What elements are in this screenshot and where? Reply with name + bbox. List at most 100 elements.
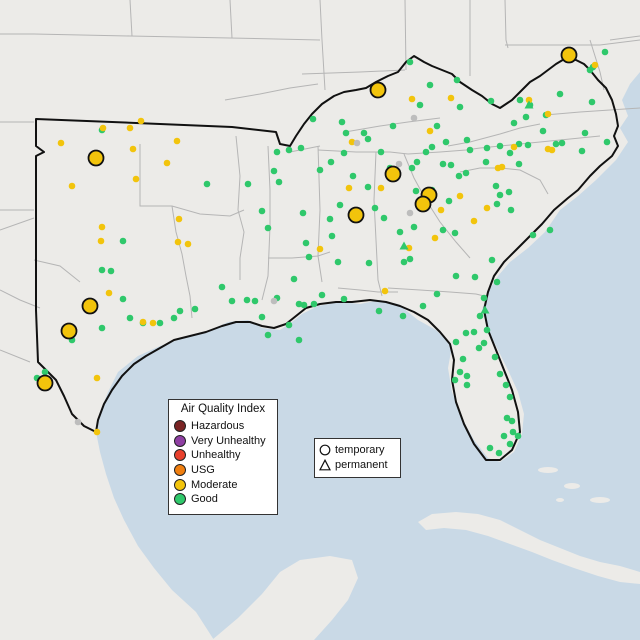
site-marker: [496, 142, 504, 150]
site-marker: [170, 314, 178, 322]
site-marker: [410, 114, 418, 122]
temporary-site-marker: [384, 165, 402, 183]
site-marker: [439, 226, 447, 234]
permanent-site-marker: [399, 241, 409, 250]
site-marker: [500, 432, 508, 440]
bahamas: [538, 467, 610, 503]
site-marker: [342, 129, 350, 137]
site-marker: [442, 138, 450, 146]
good-sites: [33, 48, 611, 457]
site-marker: [456, 368, 464, 376]
site-marker: [588, 98, 596, 106]
site-marker: [493, 278, 501, 286]
site-marker: [525, 96, 533, 104]
site-marker: [447, 94, 455, 102]
site-marker: [503, 414, 511, 422]
site-marker: [300, 301, 308, 309]
site-marker: [578, 147, 586, 155]
site-marker: [416, 101, 424, 109]
site-marker: [365, 259, 373, 267]
site-marker: [326, 215, 334, 223]
site-marker: [299, 209, 307, 217]
site-marker: [98, 266, 106, 274]
site-marker: [405, 244, 413, 252]
site-marker: [338, 118, 346, 126]
site-marker: [408, 164, 416, 172]
legend-label: Hazardous: [191, 420, 245, 433]
site-marker: [93, 428, 101, 436]
site-marker: [399, 312, 407, 320]
site-marker: [506, 149, 514, 157]
site-marker: [218, 283, 226, 291]
site-marker: [328, 232, 336, 240]
legend-item-good: Good: [169, 492, 277, 507]
site-marker: [539, 127, 547, 135]
site-marker: [345, 184, 353, 192]
site-marker: [439, 160, 447, 168]
site-marker: [483, 326, 491, 334]
triangle-outline-icon: [319, 458, 331, 470]
site-marker: [99, 124, 107, 132]
site-marker: [389, 122, 397, 130]
site-marker: [97, 237, 105, 245]
site-marker: [191, 305, 199, 313]
unhealthy-swatch-icon: [174, 449, 186, 462]
site-marker: [119, 295, 127, 303]
legend-item-unhealthy: Unhealthy: [169, 448, 277, 463]
site-marker: [462, 329, 470, 337]
site-marker: [410, 223, 418, 231]
site-marker: [433, 290, 441, 298]
site-marker: [203, 180, 211, 188]
site-marker: [505, 188, 513, 196]
legend-item-moderate: Moderate: [169, 477, 277, 492]
temporary-site-marker: [347, 206, 365, 224]
site-marker: [400, 258, 408, 266]
site-marker: [419, 302, 427, 310]
site-marker: [98, 223, 106, 231]
site-marker: [340, 149, 348, 157]
site-marker: [98, 324, 106, 332]
site-marker: [506, 393, 514, 401]
site-marker: [452, 272, 460, 280]
site-marker: [492, 182, 500, 190]
temporary-site-marker: [560, 46, 578, 64]
site-marker: [41, 368, 49, 376]
site-marker: [316, 166, 324, 174]
site-marker: [524, 141, 532, 149]
site-marker: [302, 239, 310, 247]
site-marker: [273, 148, 281, 156]
site-marker: [445, 197, 453, 205]
site-marker: [228, 297, 236, 305]
site-marker: [395, 160, 403, 168]
site-marker: [487, 97, 495, 105]
legend-label: Unhealthy: [191, 449, 241, 462]
temporary-site-marker: [414, 195, 432, 213]
site-marker: [476, 312, 484, 320]
permanent-site-marker: [524, 100, 534, 109]
site-marker: [364, 135, 372, 143]
site-marker: [105, 289, 113, 297]
site-marker: [285, 321, 293, 329]
site-marker: [506, 440, 514, 448]
site-marker: [353, 139, 361, 147]
site-marker: [491, 353, 499, 361]
site-marker: [515, 160, 523, 168]
site-marker: [496, 191, 504, 199]
temporary-site-marker: [60, 322, 78, 340]
permanent-site-marker: [480, 305, 490, 314]
site-marker: [546, 226, 554, 234]
site-marker: [270, 297, 278, 305]
site-marker: [422, 148, 430, 156]
site-marker: [483, 204, 491, 212]
site-marker: [348, 138, 356, 146]
site-marker: [74, 418, 82, 426]
site-marker: [463, 381, 471, 389]
legend-label: Very Unhealthy: [191, 434, 266, 447]
site-marker: [509, 428, 517, 436]
site-marker: [406, 58, 414, 66]
site-marker: [305, 253, 313, 261]
site-marker: [264, 331, 272, 339]
site-marker: [149, 319, 157, 327]
